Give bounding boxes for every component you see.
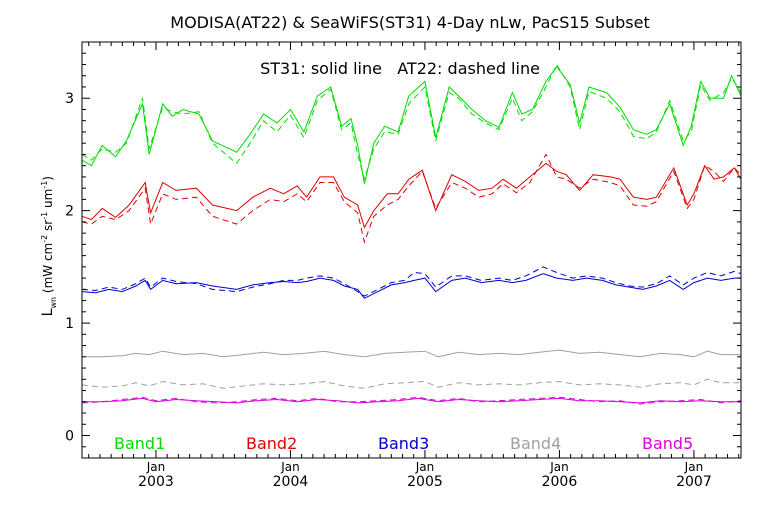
band1-solid-line — [81, 65, 742, 184]
y-label-mid1: sr — [41, 220, 55, 235]
y-label-end: ) — [41, 176, 55, 181]
x-tick-month: Jan — [415, 460, 435, 474]
x-tick-year: 2004 — [273, 474, 309, 490]
legend-label-band2: Band2 — [246, 434, 297, 453]
x-tick-year: 2006 — [542, 474, 578, 490]
band3-solid-line — [81, 273, 741, 299]
band5-solid-line — [82, 397, 741, 404]
legend-label-band1: Band1 — [114, 434, 165, 453]
x-tick-year: 2005 — [407, 474, 443, 490]
y-label-exp2: -1 — [40, 212, 49, 220]
x-tick-month: Jan — [684, 460, 704, 474]
legend: Band1 Band2 Band3 Band4 Band5 — [114, 434, 693, 453]
x-tick-year: 2003 — [138, 474, 174, 490]
y-tick-label: 2 — [65, 204, 74, 220]
y-label-exp3: -1 — [40, 181, 49, 189]
series-layer — [81, 63, 742, 405]
y-label-symbol: L — [40, 308, 56, 316]
band4-dashed-line — [81, 378, 741, 389]
band1-dashed-line — [81, 63, 742, 181]
band4-solid-line — [82, 349, 741, 358]
legend-label-band3: Band3 — [378, 434, 429, 453]
band2-solid-line — [81, 162, 742, 229]
svg-text:Lwn (mW cm-2 sr-1 um-1): Lwn (mW cm-2 sr-1 um-1) — [40, 157, 58, 343]
legend-label-band5: Band5 — [642, 434, 693, 453]
chart-title: MODISA(AT22) & SeaWiFS(ST31) 4-Day nLw, … — [170, 13, 649, 32]
y-tick-label: 1 — [65, 316, 74, 332]
x-tick-month: Jan — [146, 460, 166, 474]
x-tick-year: 2007 — [676, 474, 712, 490]
y-axis-label: Lwn (mW cm-2 sr-1 um-1) — [40, 157, 58, 343]
y-label-mid2: um — [41, 189, 55, 212]
line-style-annotation: ST31: solid line AT22: dashed line — [260, 59, 540, 78]
y-tick-label: 0 — [65, 429, 74, 445]
y-label-subscript: wn — [49, 297, 58, 309]
band3-dashed-line — [81, 266, 742, 297]
band5-dashed-line — [81, 396, 742, 405]
plot-frame — [81, 41, 742, 459]
x-tick-month: Jan — [549, 460, 569, 474]
legend-label-band4: Band4 — [510, 434, 561, 453]
x-tick-month: Jan — [280, 460, 300, 474]
y-label-units: (mW cm — [41, 243, 55, 293]
y-tick-label: 3 — [65, 91, 74, 107]
y-label-exp1: -2 — [40, 235, 49, 243]
